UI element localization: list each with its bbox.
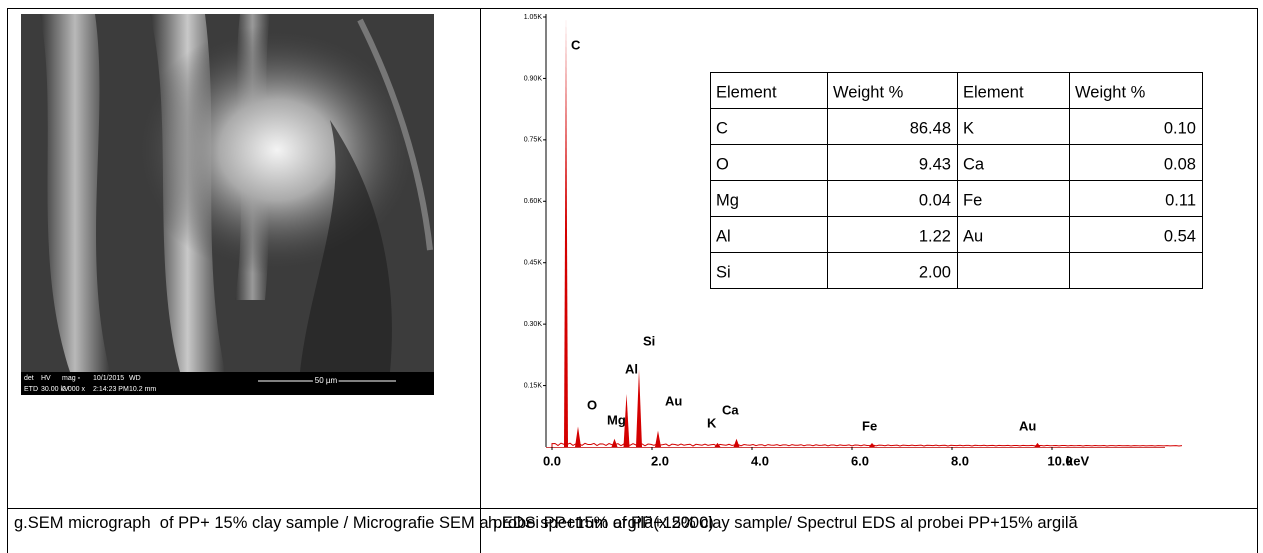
spectrum-peak: [623, 393, 630, 447]
table-cell: K: [963, 119, 974, 137]
sem-info: 30.00 kV: [41, 386, 69, 393]
table-cell: Au: [963, 227, 983, 245]
spectrum-background: [551, 442, 1183, 447]
table-cell: 0.10: [1164, 119, 1196, 137]
spectrum-axes: [545, 14, 1165, 448]
peak-label: K: [707, 415, 717, 430]
x-tick-label: 4.0: [751, 453, 769, 468]
peak-label: Si: [643, 333, 655, 348]
table-cell: Ca: [963, 155, 985, 173]
spectrum-peak: [564, 17, 568, 447]
table-cell: Al: [716, 227, 731, 245]
sem-scale-label: 50 µm: [315, 376, 338, 385]
sem-info: HV: [41, 375, 51, 382]
table-cell: 0.11: [1165, 191, 1196, 209]
table-cell: 9.43: [919, 155, 951, 173]
table-cell: 2.00: [919, 263, 951, 281]
table-header: Weight %: [833, 83, 904, 101]
peak-label: Mg: [607, 412, 626, 427]
table-header: Element: [963, 83, 1024, 101]
table-cell: Si: [716, 263, 731, 281]
y-tick-label: 0.90K: [524, 75, 543, 82]
y-tick-label: 1.05K: [524, 14, 543, 21]
table-cell: 0.54: [1164, 227, 1196, 245]
sem-image: [21, 14, 434, 395]
table-cell: O: [716, 155, 729, 173]
sem-info: mag ▫: [62, 375, 80, 382]
spectrum-peak: [575, 426, 581, 447]
spectrum-peak: [1034, 442, 1041, 447]
caption: h.EDS spectrum of PP+15% clay sample/ Sp…: [488, 514, 1078, 532]
y-tick-label: 0.15K: [524, 382, 543, 389]
sem-info: WD: [129, 375, 141, 382]
peak-label: O: [587, 397, 597, 412]
table-cell: Mg: [716, 191, 739, 209]
table-cell: Fe: [963, 191, 982, 209]
sem-info: 2:14:23 PM: [93, 386, 129, 393]
y-tick-label: 0.60K: [524, 198, 543, 205]
spectrum-peak: [636, 369, 642, 447]
x-tick-label: 10.0: [1047, 453, 1072, 468]
table-cell: 86.48: [910, 119, 951, 137]
table-header: Element: [716, 83, 777, 101]
sem-info: 10/1/2015: [93, 375, 124, 382]
peak-label: Al: [625, 361, 638, 376]
caption: g.SEM micrograph of PP+ 15% clay sample …: [14, 514, 714, 532]
sem-info: 10.2 mm: [129, 386, 156, 393]
spectrum-peak: [869, 442, 875, 447]
peak-label: Au: [665, 393, 682, 408]
sem-info: ETD: [24, 386, 38, 393]
y-tick-label: 0.30K: [524, 321, 543, 328]
x-tick-label: 2.0: [651, 453, 669, 468]
table-cell: 0.04: [919, 191, 951, 209]
spectrum-peak: [714, 442, 721, 447]
peak-label: C: [571, 37, 581, 52]
x-tick-label: 6.0: [851, 453, 869, 468]
table-cell: C: [716, 119, 728, 137]
x-tick-label: 0.0: [543, 453, 561, 468]
table-cell: 0.08: [1164, 155, 1196, 173]
y-tick-label: 0.45K: [524, 260, 543, 267]
sem-info: 2 000 x: [62, 386, 85, 393]
peak-label: Au: [1019, 418, 1036, 433]
spectrum-peak: [733, 438, 740, 447]
spectrum-peak: [655, 430, 661, 447]
table-borders: [7, 8, 1258, 553]
x-tick-label: 8.0: [951, 453, 969, 468]
table-header: Weight %: [1075, 83, 1146, 101]
peak-label: Fe: [862, 418, 877, 433]
x-axis-label: keV: [1066, 453, 1089, 468]
peak-label: Ca: [722, 402, 739, 417]
table-cell: 1.22: [919, 227, 951, 245]
spectrum-peak: [611, 438, 618, 447]
y-tick-label: 0.75K: [524, 137, 543, 144]
inset-table-borders: [710, 72, 1203, 289]
sem-info: det: [24, 375, 34, 382]
